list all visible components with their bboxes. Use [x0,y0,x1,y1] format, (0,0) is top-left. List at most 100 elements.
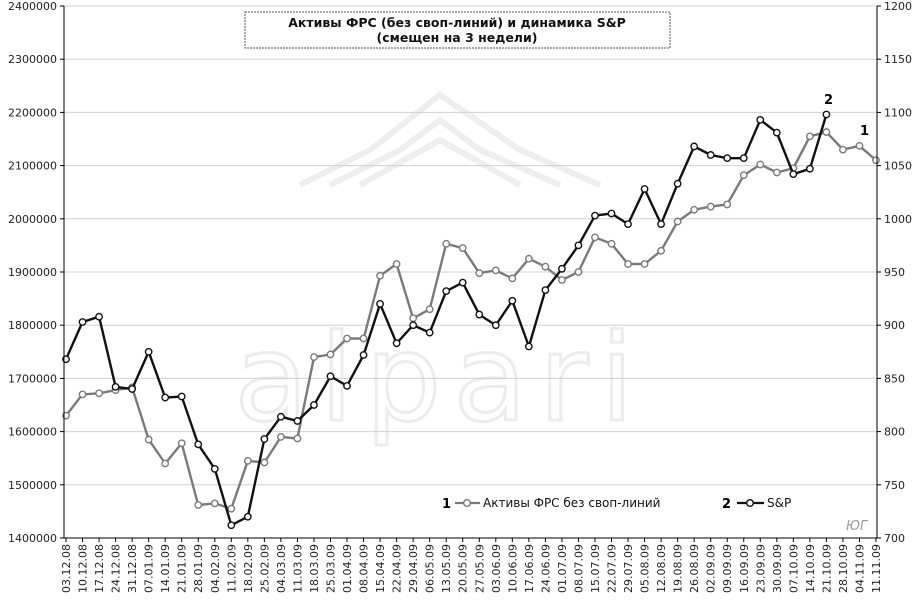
series-2-point [96,313,102,319]
x-tick-label: 07.01.09 [143,544,156,593]
series-1-point [311,354,317,360]
x-tick-label: 05.08.09 [639,544,652,593]
series-2-point [674,180,680,186]
x-tick-label: 04.03.09 [275,544,288,593]
legend-series1-number: 1 [442,497,451,512]
right-tick-label: 950 [884,266,905,279]
right-axis: 700 750 800 850 900 950 1000 1050 1100 1150 1200 [877,0,912,545]
series-2-point [377,301,383,307]
right-tick-label: 1050 [884,160,912,173]
series-1-point [840,146,846,152]
series-1-point [443,241,449,247]
x-tick-label: 24.12.08 [110,544,123,593]
series-1-point [344,335,350,341]
x-tick-label: 21.01.09 [176,544,189,593]
series-1-point [674,218,680,224]
series-1-point [707,203,713,209]
series-2-point [460,279,466,285]
series-1-point [509,275,515,281]
series-1-point [278,434,284,440]
series-1-point [179,440,185,446]
series-1-point [145,436,151,442]
x-tick-label: 15.07.09 [589,544,602,593]
series-1-point [96,390,102,396]
series-1-point [757,161,763,167]
series-2-point [807,166,813,172]
x-tick-label: 20.05.09 [457,544,470,593]
series-2-point [823,111,829,117]
series-1-point [741,172,747,178]
x-tick-label: 28.01.09 [192,544,205,593]
right-tick-label: 900 [884,319,905,332]
series-2-point [658,221,664,227]
x-tick-label: 01.07.09 [556,544,569,593]
x-tick-label: 26.08.09 [688,544,701,593]
right-tick-label: 750 [884,479,905,492]
series-2-point [724,155,730,161]
left-axis: 1400000150000016000001700000180000019000… [8,0,64,545]
series-2-point [575,242,581,248]
series-2-point [542,287,548,293]
series-2-point [112,384,118,390]
x-tick-label: 01.04.09 [341,544,354,593]
series-2-point [691,143,697,149]
series-2-point [608,210,614,216]
x-tick-label: 11.03.09 [291,544,304,593]
series-1-point [245,458,251,464]
x-tick-label: 29.04.09 [407,544,420,593]
series-1-point [873,157,879,163]
series-2-point [641,186,647,192]
series-2-point [707,152,713,158]
x-tick-label: 11.11.09 [870,544,883,593]
x-tick-label: 04.02.09 [209,544,222,593]
legend-series1-label: Активы ФРС без своп-линий [483,496,660,510]
series-1-point [377,273,383,279]
watermark-text: alpari [234,310,645,449]
series-1-point [526,256,532,262]
x-tick-label: 06.05.09 [424,544,437,593]
series-2-point [212,466,218,472]
left-tick-label: 1800000 [8,319,57,332]
x-tick-label: 18.03.09 [308,544,321,593]
series-1-point [608,241,614,247]
x-tick-label: 11.02.09 [225,544,238,593]
x-tick-label: 22.07.09 [606,544,619,593]
x-tick-label: 22.04.09 [391,544,404,593]
series-1-point [691,207,697,213]
x-tick-label: 10.12.08 [77,544,90,593]
series-2-point [426,329,432,335]
right-tick-label: 1200 [884,0,912,13]
author-mark: ЮГ [846,519,869,534]
x-tick-label: 02.09.09 [705,544,718,593]
legend: 1 Активы ФРС без своп-линий 2 S&P [442,496,791,512]
series-2-point [311,402,317,408]
series-1-point [426,306,432,312]
series-1-point [807,133,813,139]
series-2-point [493,322,499,328]
right-tick-label: 700 [884,532,905,545]
x-tick-label: 04.11.09 [853,544,866,593]
series-2-point [360,352,366,358]
series-2-point [294,418,300,424]
right-tick-label: 850 [884,372,905,385]
series-1-point [228,506,234,512]
series-2-point [476,311,482,317]
series-2-point [774,129,780,135]
series-1-point [724,201,730,207]
series-2-point [741,155,747,161]
series-1-point [641,261,647,267]
x-tick-label: 09.09.09 [721,544,734,593]
right-tick-label: 800 [884,426,905,439]
x-tick-label: 31.12.08 [126,544,139,593]
left-tick-label: 1700000 [8,372,57,385]
series-1-point [261,459,267,465]
series-2-point [327,373,333,379]
x-tick-label: 23.09.09 [754,544,767,593]
legend-series2-label: S&P [767,496,791,510]
x-tick-label: 07.10.09 [787,544,800,593]
x-tick-label: 28.10.09 [837,544,850,593]
series-2-point [261,436,267,442]
x-tick-label: 30.09.09 [771,544,784,593]
series-2-point [344,383,350,389]
x-tick-label: 19.08.09 [672,544,685,593]
